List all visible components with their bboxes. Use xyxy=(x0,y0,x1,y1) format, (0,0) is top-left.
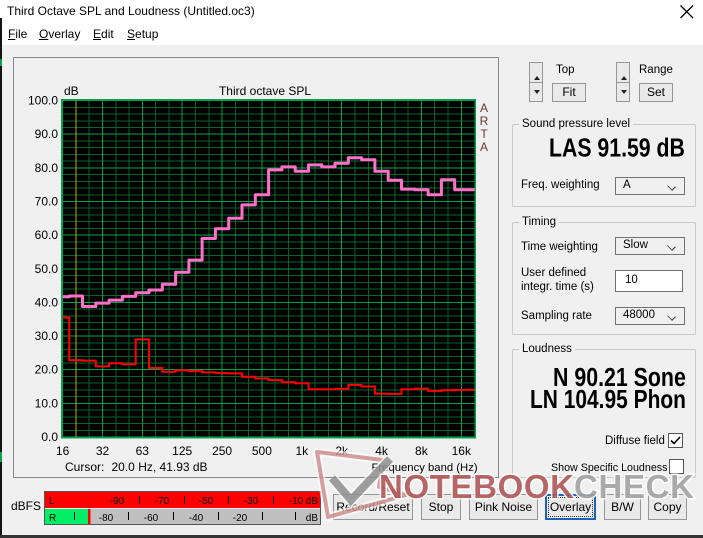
svg-text:0.0: 0.0 xyxy=(41,430,58,444)
svg-text:-90: -90 xyxy=(110,496,125,507)
svg-text:Frequency band (Hz): Frequency band (Hz) xyxy=(372,462,478,474)
svg-text:Third octave SPL: Third octave SPL xyxy=(219,84,311,98)
svg-text:-80: -80 xyxy=(99,513,114,524)
svg-text:20.0: 20.0 xyxy=(35,363,59,377)
svg-text:4k: 4k xyxy=(375,444,389,458)
svg-text:dB: dB xyxy=(64,84,79,98)
svg-text:LAS 91.59 dB: LAS 91.59 dB xyxy=(549,134,685,162)
svg-text:-20: -20 xyxy=(233,513,248,524)
svg-text:-50: -50 xyxy=(199,496,214,507)
svg-text:LN 104.95 Phon: LN 104.95 Phon xyxy=(530,385,686,413)
svg-text:50.0: 50.0 xyxy=(35,262,59,276)
svg-text:NOTEBOOK: NOTEBOOK xyxy=(379,468,574,505)
svg-text:A: A xyxy=(480,101,488,115)
svg-text:63: 63 xyxy=(136,444,150,458)
svg-text:T: T xyxy=(480,127,488,141)
svg-text:250: 250 xyxy=(212,444,232,458)
svg-text:dB: dB xyxy=(306,496,319,507)
svg-text:40.0: 40.0 xyxy=(35,295,59,309)
svg-text:1k: 1k xyxy=(295,444,309,458)
svg-text:R: R xyxy=(480,114,489,128)
svg-text:100.0: 100.0 xyxy=(28,94,58,108)
svg-text:-10: -10 xyxy=(289,496,304,507)
svg-text:8k: 8k xyxy=(415,444,429,458)
svg-text:N 90.21 Sone: N 90.21 Sone xyxy=(553,363,686,391)
svg-text:-40: -40 xyxy=(189,513,204,524)
svg-text:A: A xyxy=(480,140,488,154)
svg-text:90.0: 90.0 xyxy=(35,127,59,141)
svg-text:-60: -60 xyxy=(144,513,159,524)
svg-text:30.0: 30.0 xyxy=(35,329,59,343)
svg-text:125: 125 xyxy=(172,444,192,458)
svg-text:16k: 16k xyxy=(452,444,472,458)
svg-text:500: 500 xyxy=(252,444,272,458)
svg-text:20.0 Hz, 41.93 dB: 20.0 Hz, 41.93 dB xyxy=(112,460,208,474)
svg-text:L: L xyxy=(49,496,55,507)
svg-text:dB: dB xyxy=(306,513,319,524)
svg-text:16: 16 xyxy=(56,444,70,458)
svg-text:10.0: 10.0 xyxy=(35,396,59,410)
svg-text:-70: -70 xyxy=(155,496,170,507)
svg-text:-30: -30 xyxy=(244,496,259,507)
svg-text:32: 32 xyxy=(96,444,110,458)
svg-text:R: R xyxy=(49,513,56,524)
svg-text:CHECK: CHECK xyxy=(574,468,694,505)
svg-text:70.0: 70.0 xyxy=(35,195,59,209)
svg-text:Cursor:: Cursor: xyxy=(65,460,104,474)
svg-text:80.0: 80.0 xyxy=(35,161,59,175)
svg-text:60.0: 60.0 xyxy=(35,228,59,242)
